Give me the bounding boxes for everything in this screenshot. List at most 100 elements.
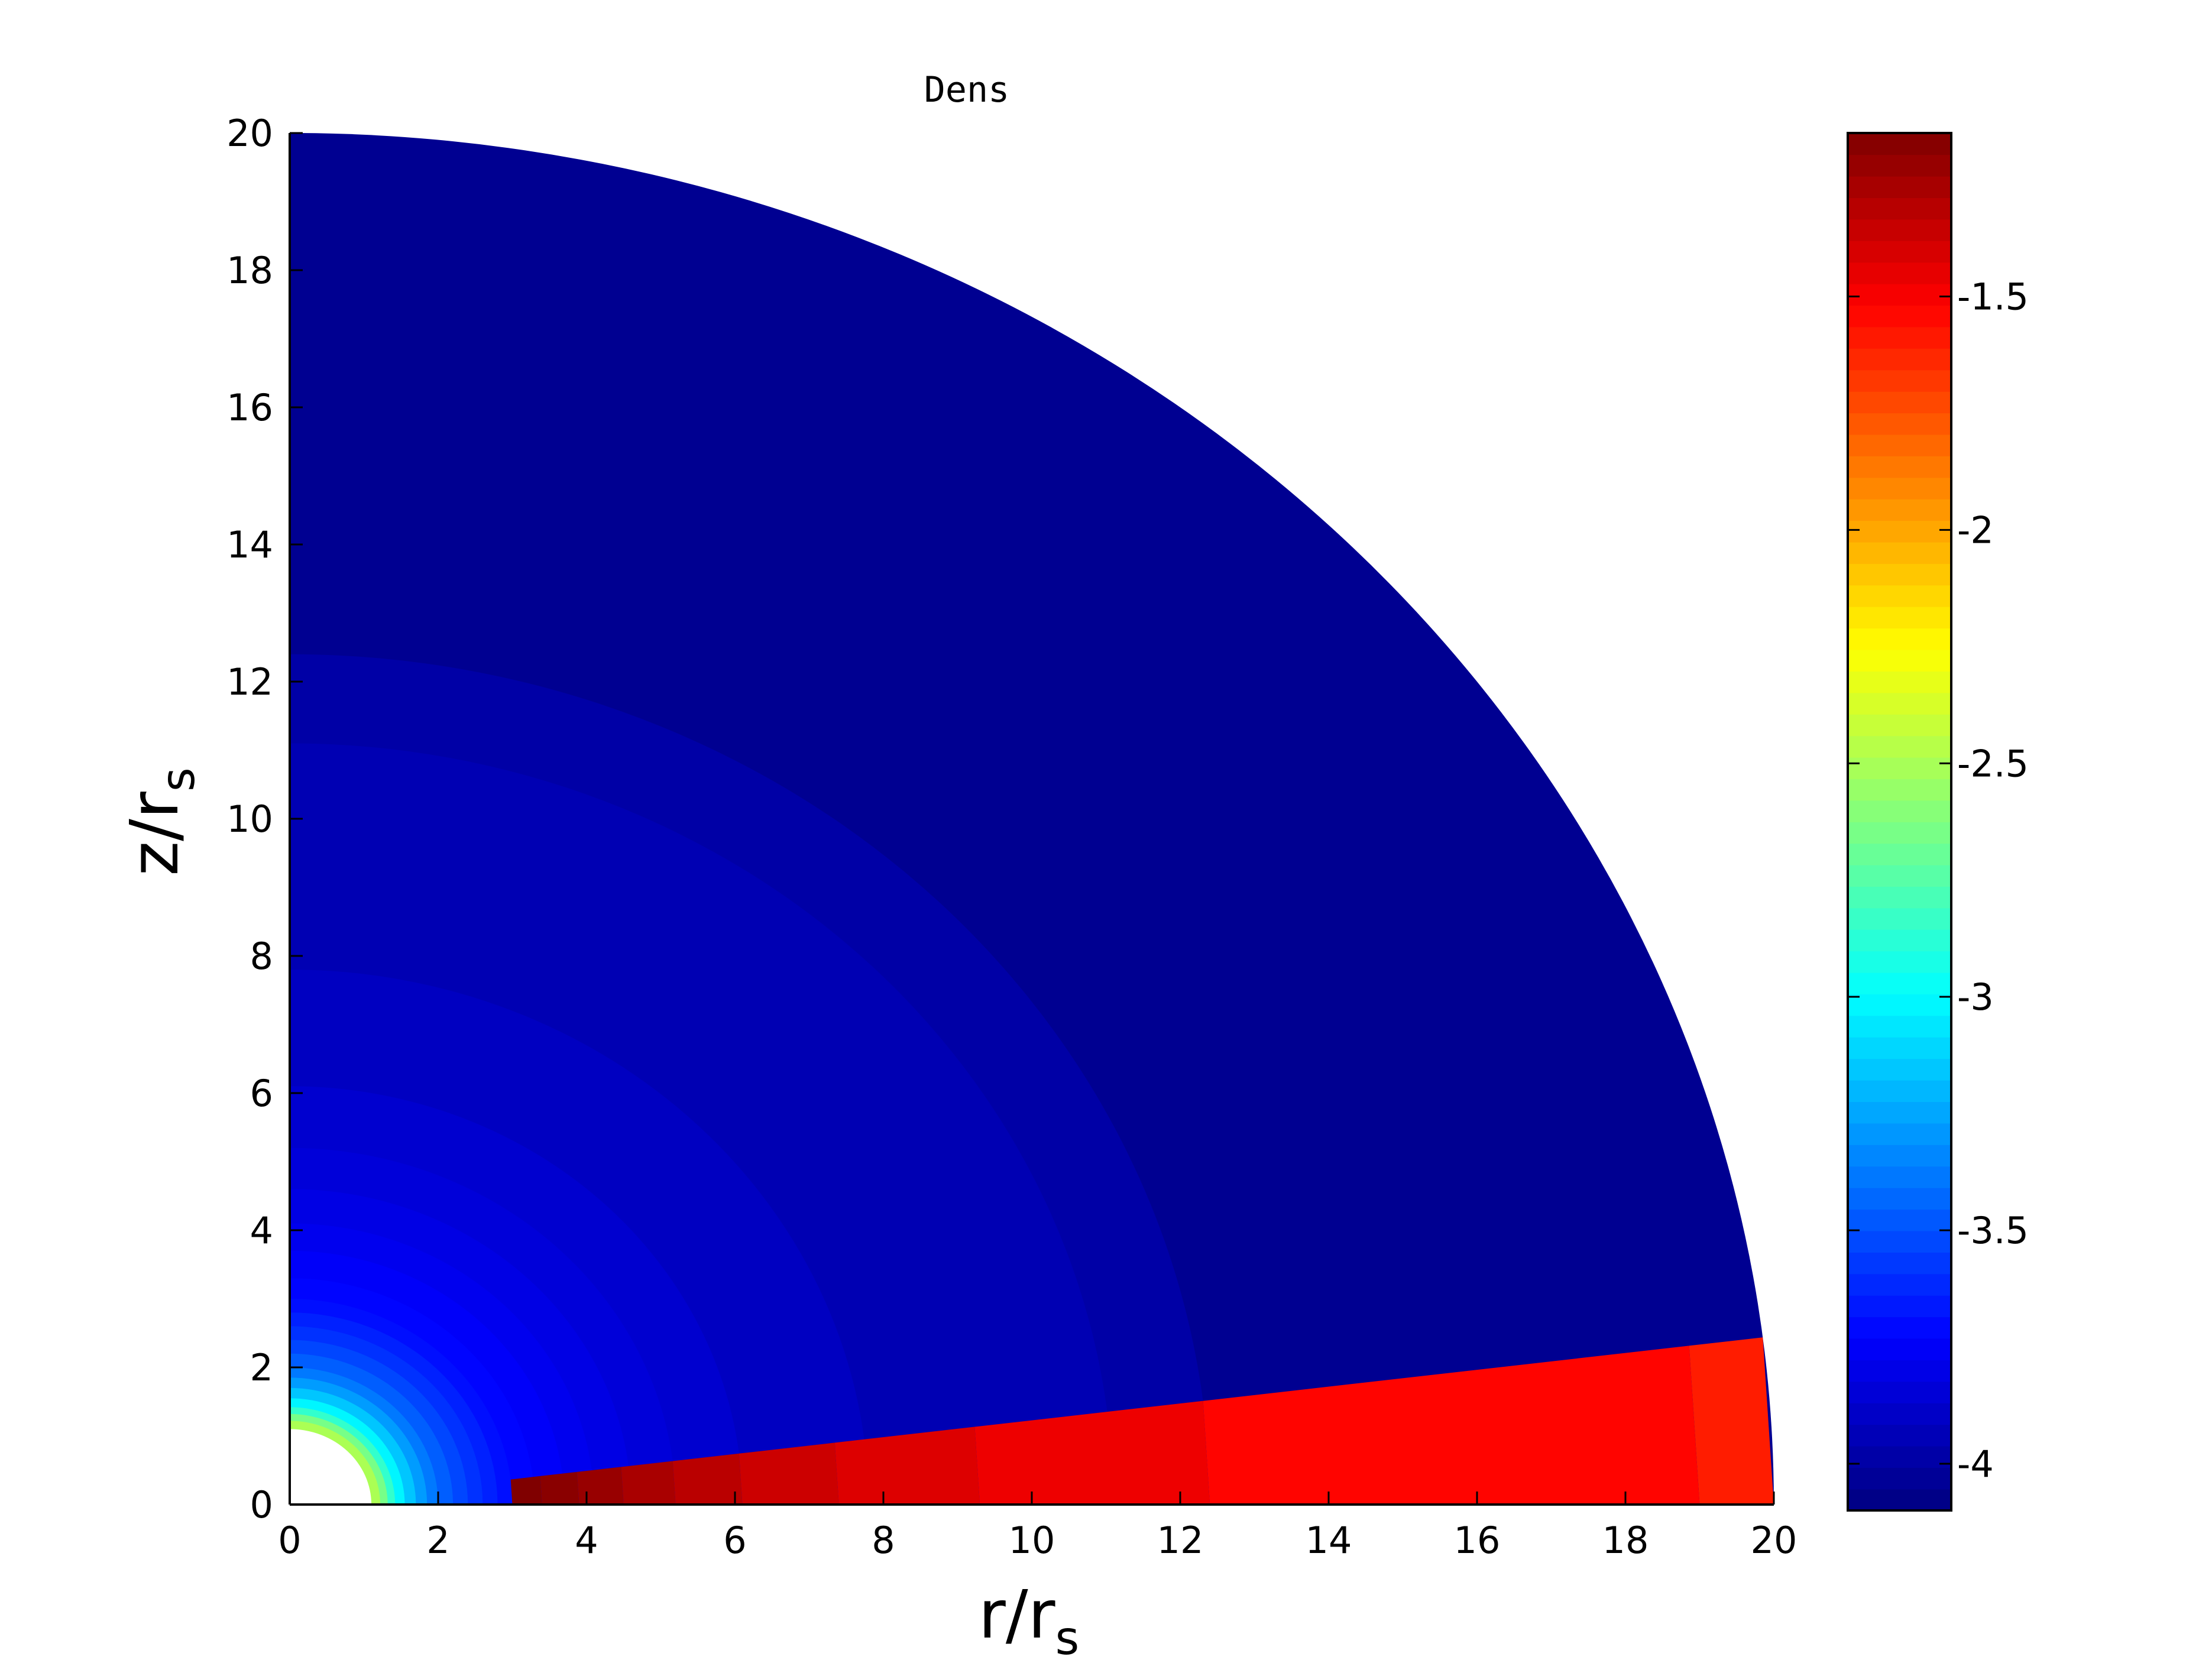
colorbar-level xyxy=(1848,1166,1951,1188)
colorbar-level xyxy=(1848,241,1951,263)
y-axis-label-subscript: s xyxy=(152,767,205,792)
x-tick-label: 4 xyxy=(575,1519,598,1562)
colorbar-level xyxy=(1848,1402,1951,1425)
colorbar-level xyxy=(1848,671,1951,693)
colorbar-level xyxy=(1848,305,1951,328)
colorbar-level xyxy=(1848,133,1951,155)
colorbar-level xyxy=(1848,197,1951,220)
colorbar-level xyxy=(1848,929,1951,952)
y-tick-label: 0 xyxy=(250,1483,273,1526)
disk-segment-0 xyxy=(1689,1337,1774,1505)
colorbar-level xyxy=(1848,1123,1951,1145)
x-axis-label-subscript: s xyxy=(1055,1612,1080,1660)
x-tick-label: 6 xyxy=(723,1519,746,1562)
colorbar-level xyxy=(1848,843,1951,865)
y-tick-label: 6 xyxy=(250,1072,273,1115)
y-tick-label: 20 xyxy=(226,112,273,155)
colorbar-level xyxy=(1848,1252,1951,1275)
colorbar-level xyxy=(1848,1230,1951,1253)
disk-segment-8 xyxy=(540,1471,579,1505)
colorbar-level xyxy=(1848,1445,1951,1468)
colorbar-level xyxy=(1848,1381,1951,1403)
colorbar-level xyxy=(1848,1015,1951,1038)
y-tick-label: 2 xyxy=(250,1346,273,1389)
colorbar-level xyxy=(1848,606,1951,629)
colorbar-level xyxy=(1848,1424,1951,1447)
x-tick-label: 14 xyxy=(1306,1519,1352,1562)
colorbar-frame xyxy=(1847,132,1952,1512)
colorbar-level xyxy=(1848,907,1951,930)
colorbar-level xyxy=(1848,434,1951,456)
colorbar-tick-label: -2.5 xyxy=(1957,742,2029,785)
colorbar-level xyxy=(1848,369,1951,392)
colorbar-level xyxy=(1848,1273,1951,1296)
colorbar-level xyxy=(1848,628,1951,650)
colorbar-level xyxy=(1848,864,1951,887)
colorbar-tick-label: -1.5 xyxy=(1957,275,2029,318)
colorbar-level xyxy=(1848,735,1951,758)
disk-segment-2 xyxy=(974,1400,1210,1505)
colorbar-level xyxy=(1848,1079,1951,1103)
y-axis-label-main: z/r xyxy=(116,791,193,876)
colorbar-level xyxy=(1848,972,1951,995)
colorbar-level xyxy=(1848,1295,1951,1318)
y-tick-label: 16 xyxy=(226,386,273,429)
inner-hole xyxy=(290,1429,372,1505)
y-tick-label: 8 xyxy=(250,935,273,978)
colorbar-level xyxy=(1848,498,1951,521)
disk-segment-1 xyxy=(1203,1345,1700,1505)
disk-segment-4 xyxy=(739,1442,839,1505)
colorbar-level xyxy=(1848,563,1951,586)
x-tick-label: 16 xyxy=(1454,1519,1501,1562)
colorbar-level xyxy=(1848,779,1951,801)
colorbar-level xyxy=(1848,951,1951,973)
x-tick-label: 12 xyxy=(1157,1519,1204,1562)
y-tick-label: 14 xyxy=(226,523,273,566)
x-tick-label: 18 xyxy=(1602,1519,1649,1562)
x-tick-label: 8 xyxy=(872,1519,895,1562)
x-axis-label-main: r/r xyxy=(979,1577,1056,1653)
colorbar-level xyxy=(1848,800,1951,822)
colorbar-level xyxy=(1848,520,1951,543)
colorbar-level xyxy=(1848,1145,1951,1167)
colorbar-level xyxy=(1848,477,1951,500)
colorbar-level xyxy=(1848,391,1951,414)
colorbar-level xyxy=(1848,1187,1951,1210)
colorbar-tick-label: -3 xyxy=(1957,975,1994,1019)
y-tick-label: 4 xyxy=(250,1209,273,1252)
colorbar-level xyxy=(1848,1360,1951,1382)
colorbar-level xyxy=(1848,456,1951,478)
disk-segment-7 xyxy=(577,1467,624,1505)
colorbar-level xyxy=(1848,714,1951,737)
colorbar-level xyxy=(1848,176,1951,199)
colorbar-level xyxy=(1848,542,1951,564)
colorbar-level xyxy=(1848,348,1951,371)
x-tick-label: 10 xyxy=(1009,1519,1055,1562)
colorbar-tick-label: -2 xyxy=(1957,508,1994,552)
colorbar-level xyxy=(1848,757,1951,779)
x-tick-label: 2 xyxy=(426,1519,449,1562)
y-tick-label: 18 xyxy=(226,249,273,292)
colorbar-level xyxy=(1848,1058,1951,1081)
colorbar-level xyxy=(1848,219,1951,241)
colorbar-level xyxy=(1848,1489,1951,1511)
colorbar-level xyxy=(1848,1338,1951,1360)
colorbar-level xyxy=(1848,886,1951,909)
colorbar-level xyxy=(1848,994,1951,1016)
x-tick-label: 20 xyxy=(1751,1519,1798,1562)
colorbar-level xyxy=(1848,822,1951,844)
x-tick-label: 0 xyxy=(278,1519,301,1562)
disk-segment-6 xyxy=(621,1461,676,1505)
disk-segment-5 xyxy=(672,1453,743,1505)
y-tick-label: 12 xyxy=(226,660,273,703)
colorbar-level xyxy=(1848,585,1951,607)
y-tick-label: 10 xyxy=(226,797,273,841)
colorbar-level xyxy=(1848,1467,1951,1490)
disk-segment-9 xyxy=(510,1476,542,1505)
colorbar-level xyxy=(1848,649,1951,672)
colorbar-level xyxy=(1848,1101,1951,1124)
colorbar-level xyxy=(1848,1037,1951,1059)
colorbar-tick-label: -4 xyxy=(1957,1442,1994,1486)
disk-segment-3 xyxy=(834,1426,980,1505)
